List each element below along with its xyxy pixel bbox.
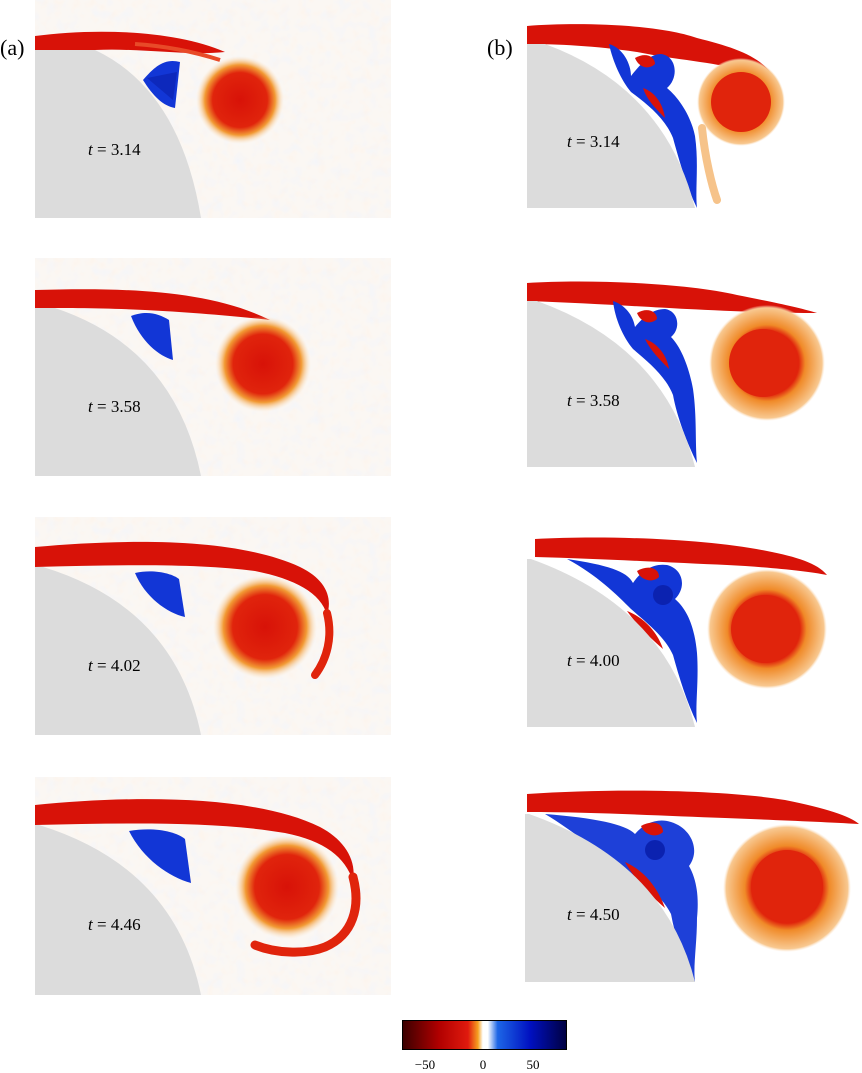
time-label-a2: t = 3.58	[88, 397, 141, 416]
simulation-frame-1	[527, 18, 797, 218]
simulation-frame-4	[525, 790, 862, 990]
colorbar-tick-0: 0	[479, 1057, 487, 1072]
panel-label-b: (b)	[487, 35, 513, 60]
simulation-frame-3	[527, 537, 857, 737]
time-label-b3: t = 4.00	[567, 651, 620, 670]
colorbar-ticks: −50 0 50	[395, 1057, 585, 1072]
time-label-a4: t = 4.46	[88, 915, 141, 934]
simulation-frame-2	[527, 277, 857, 477]
experiment-frame-3	[35, 517, 391, 735]
panel-label-a: (a)	[0, 35, 25, 60]
colorbar	[402, 1020, 567, 1050]
time-label-a1: t = 3.14	[88, 140, 141, 159]
body-shape	[35, 50, 201, 218]
time-label-b2: t = 3.58	[567, 391, 620, 410]
time-label-b1: t = 3.14	[567, 132, 620, 151]
time-label-b4: t = 4.50	[567, 905, 620, 924]
experiment-frame-1	[35, 0, 391, 218]
experiment-frame-2	[35, 258, 391, 476]
colorbar-tick-neg50: −50	[414, 1057, 436, 1072]
colorbar-tick-50: 50	[526, 1057, 540, 1072]
experiment-frame-4	[35, 777, 391, 995]
time-label-a3: t = 4.02	[88, 656, 141, 675]
